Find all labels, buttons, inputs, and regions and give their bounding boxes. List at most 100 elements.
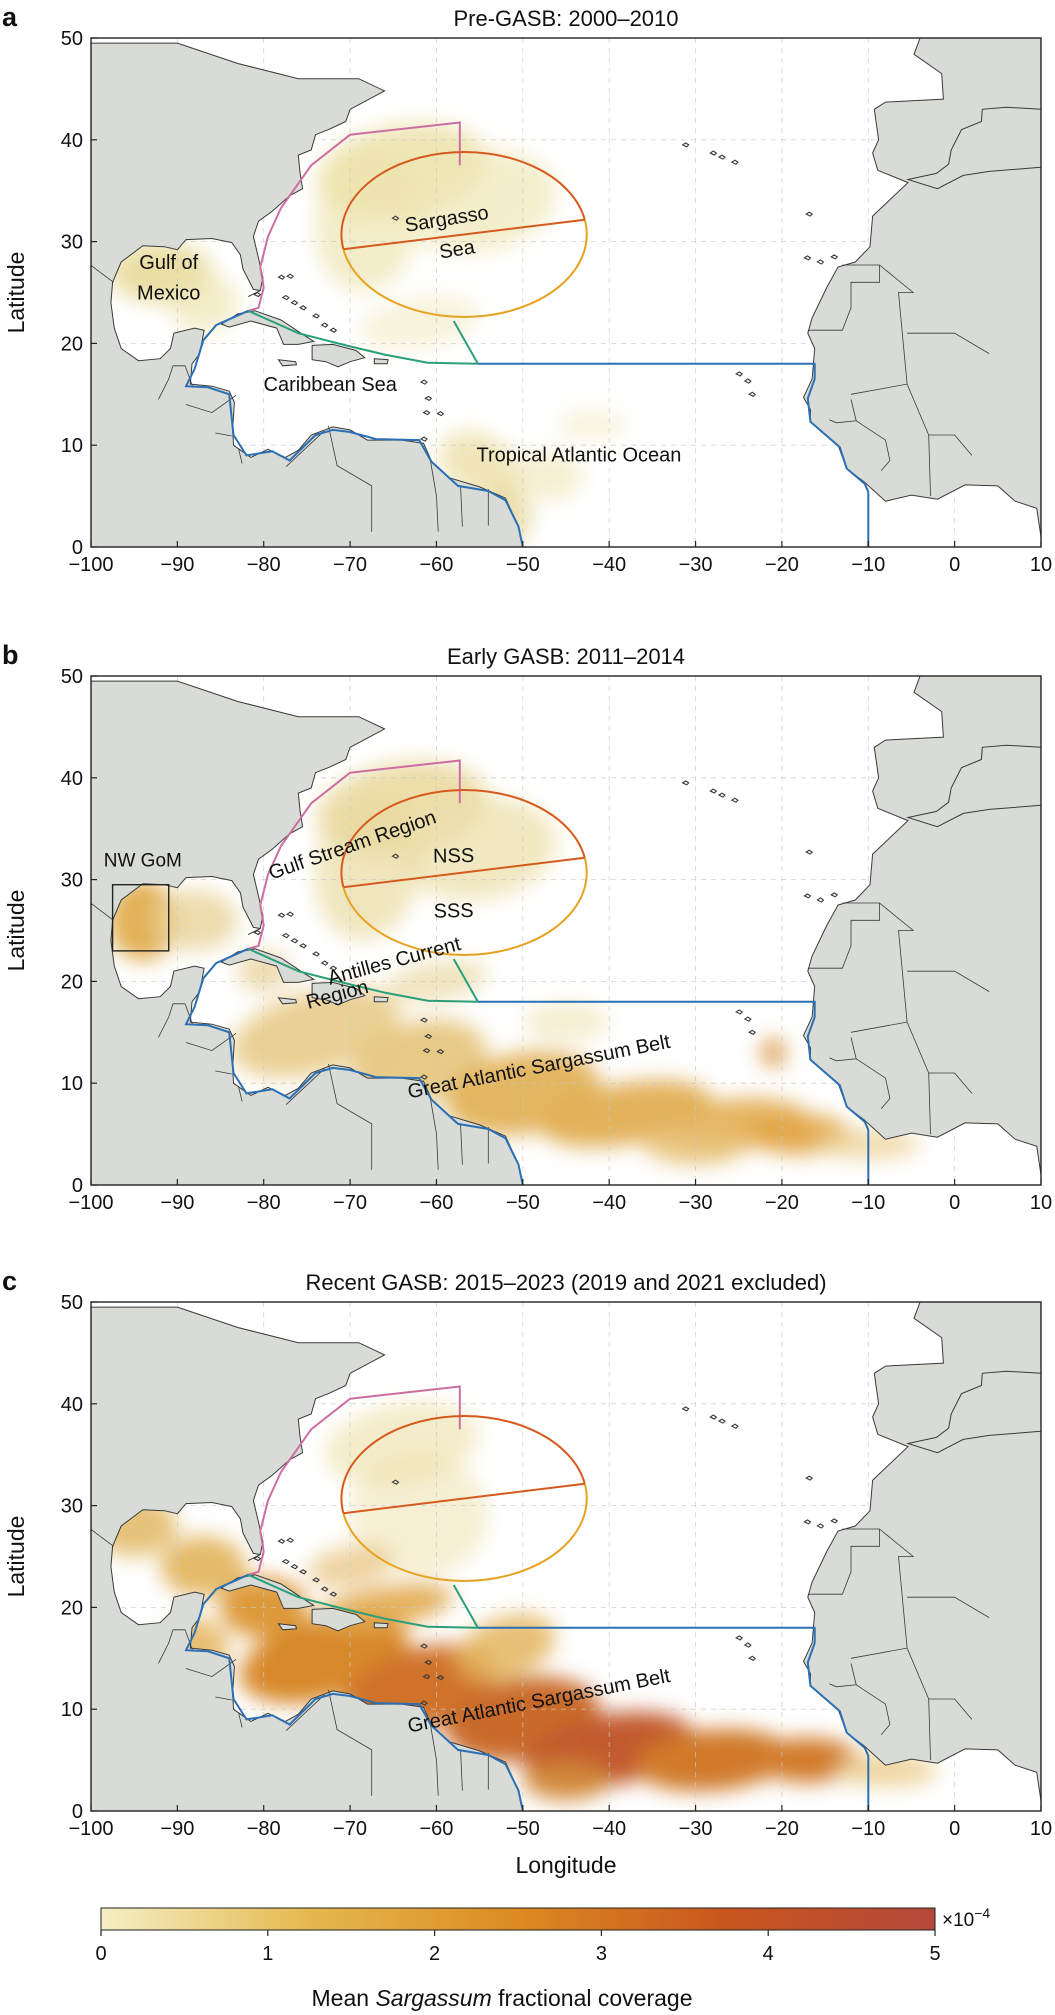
y-tick-label: 10 [61, 1073, 83, 1095]
land [91, 1302, 1041, 1811]
panel-letter: c [2, 1266, 17, 1296]
nss-sss-divider [343, 856, 585, 889]
y-tick-label: 20 [61, 971, 83, 993]
y-tick-label: 30 [61, 232, 83, 254]
region-boundaries [184, 1385, 870, 1811]
antilles-boundary [452, 320, 479, 365]
x-tick-label: −100 [68, 554, 113, 576]
country-borders [91, 264, 990, 532]
x-tick-label: 10 [1030, 1192, 1052, 1214]
map-label: NW GoM [104, 850, 182, 871]
map-label: Tropical Atlantic Ocean [476, 444, 681, 466]
islands [253, 142, 839, 442]
antilles-boundary [452, 958, 479, 1003]
islands [253, 1406, 839, 1706]
antilles-boundary [452, 1584, 479, 1629]
y-tick-label: 40 [61, 130, 83, 152]
y-tick-label: 50 [61, 1292, 83, 1314]
colorbar-multiplier: ×10−4 [942, 1905, 990, 1931]
nss-boundary [340, 1415, 586, 1514]
gulf-stream-boundary [247, 1385, 461, 1576]
x-tick-label: −10 [851, 554, 885, 576]
land [91, 38, 1041, 547]
x-tick-label: −80 [247, 1818, 281, 1840]
nss-sss-divider [343, 1482, 585, 1515]
nss-boundary [340, 151, 586, 250]
y-tick-label: 20 [61, 1597, 83, 1619]
axis-ticks: −100 −90 −80 −70 −60 −50 −40 −30 −20 −10 0 10010203… [61, 666, 1052, 1214]
x-tick-label: −20 [765, 1818, 799, 1840]
y-axis-label: Latitude [3, 252, 29, 334]
axis-ticks: −100 −90 −80 −70 −60 −50 −40 −30 −20 −10 0 10010203… [61, 28, 1052, 576]
x-tick-label: −40 [592, 554, 626, 576]
y-tick-label: 20 [61, 333, 83, 355]
y-tick-label: 40 [61, 1394, 83, 1416]
x-tick-label: −60 [419, 1818, 453, 1840]
x-tick-label: −100 [68, 1192, 113, 1214]
x-axis-label: Longitude [515, 1852, 616, 1878]
x-tick-label: −60 [419, 1192, 453, 1214]
x-tick-label: −40 [592, 1818, 626, 1840]
colorbar-gradient [100, 1907, 936, 1931]
x-tick-label: −20 [765, 1192, 799, 1214]
x-tick-label: −70 [333, 1192, 367, 1214]
tropical-boundary [184, 309, 524, 547]
panel-title: Pre-GASB: 2000–2010 [453, 6, 678, 31]
map-label: Mexico [137, 283, 200, 305]
y-tick-label: 0 [72, 1175, 83, 1197]
colorbar: 0 1 2 3 4 5 ×10−4 Mean Sargassum fractional c… [95, 1905, 990, 2011]
colorbar-label: Mean Sargassum fractional coverage [312, 1985, 693, 2011]
y-tick-label: 50 [61, 28, 83, 50]
y-tick-label: 0 [72, 1801, 83, 1823]
x-tick-label: −80 [247, 554, 281, 576]
colorbar-tick-label: 1 [262, 1943, 273, 1965]
x-tick-label: −30 [679, 554, 713, 576]
x-tick-label: −50 [506, 1818, 540, 1840]
x-tick-label: −50 [506, 554, 540, 576]
map-panel-c: Great Atlantic Sargassum Belt−100 −90 −80−… [2, 1266, 1052, 1878]
colorbar-tick-label: 0 [95, 1943, 106, 1965]
x-tick-label: −50 [506, 1192, 540, 1214]
gulf-stream-boundary [247, 759, 461, 950]
x-tick-label: 10 [1030, 1818, 1052, 1840]
x-tick-label: 0 [949, 1192, 960, 1214]
x-tick-label: −20 [765, 554, 799, 576]
x-tick-label: −80 [247, 1192, 281, 1214]
map-label: SSS [433, 900, 473, 923]
x-tick-label: −90 [160, 1192, 194, 1214]
map-label: NSS [433, 845, 475, 868]
country-borders [91, 1528, 990, 1796]
y-tick-label: 0 [72, 537, 83, 559]
plot-frame [90, 675, 1042, 1186]
map-area [91, 1302, 1041, 1811]
x-tick-label: 10 [1030, 554, 1052, 576]
axis-ticks: −100 −90 −80 −70 −60 −50 −40 −30 −20 −10 0 10010203… [61, 1292, 1052, 1840]
x-tick-label: −70 [333, 554, 367, 576]
region-boundaries [184, 759, 870, 1185]
islands [253, 780, 839, 1080]
nss-sss-divider [343, 218, 585, 251]
y-tick-label: 10 [61, 435, 83, 457]
tropical-boundary [184, 947, 524, 1185]
colorbar-tick-label: 4 [763, 1943, 774, 1965]
colorbar-tick-label: 5 [929, 1943, 940, 1965]
x-tick-label: −90 [160, 1818, 194, 1840]
x-tick-label: −10 [851, 1192, 885, 1214]
colorbar-tick-label: 2 [429, 1943, 440, 1965]
tropical-top-boundary [477, 1626, 870, 1811]
y-tick-label: 40 [61, 768, 83, 790]
x-tick-label: −70 [333, 1818, 367, 1840]
y-tick-label: 10 [61, 1699, 83, 1721]
colorbar-tick-label: 3 [596, 1943, 607, 1965]
y-axis-label: Latitude [3, 1516, 29, 1598]
region-boundaries [184, 121, 870, 547]
nw-gom-box [111, 883, 170, 952]
x-tick-label: −90 [160, 554, 194, 576]
x-tick-label: 0 [949, 1818, 960, 1840]
plot-frame [90, 1301, 1042, 1812]
y-tick-label: 30 [61, 870, 83, 892]
plot-frame [90, 37, 1042, 548]
panel-letter: b [2, 640, 19, 670]
